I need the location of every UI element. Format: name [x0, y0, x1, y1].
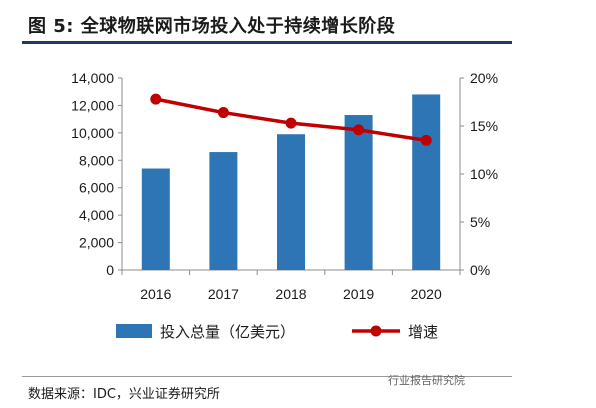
source-note: 数据来源：IDC，兴业证券研究所	[28, 387, 220, 402]
x-tick-label: 2017	[208, 286, 239, 302]
growth-line	[150, 93, 432, 146]
x-tick-label: 2016	[140, 286, 171, 302]
growth-point	[150, 93, 162, 105]
y-tick-label: 0	[106, 262, 114, 278]
growth-point	[285, 117, 297, 129]
legend-swatch-bar	[116, 324, 152, 338]
y-tick-label: 14,000	[71, 70, 114, 86]
y-tick-label: 2,000	[79, 235, 114, 251]
x-tick-label: 2020	[411, 286, 442, 302]
bar	[209, 152, 238, 270]
bar	[412, 94, 441, 270]
y2-tick-label: 15%	[470, 118, 498, 134]
y-tick-label: 8,000	[79, 152, 114, 168]
growth-point	[353, 124, 365, 136]
legend-label-bar: 投入总量（亿美元）	[160, 323, 295, 341]
axes: 0 2,000 4,000 6,000 8,000 10,000 12,000 14,000 0…	[71, 70, 498, 302]
source-divider	[22, 376, 512, 377]
y-tick-label: 4,000	[79, 207, 114, 223]
bars	[141, 94, 441, 271]
chart-title: 图 5: 全球物联网市场投入处于持续增长阶段	[28, 16, 396, 37]
y-tick-label: 6,000	[79, 180, 114, 196]
y-tick-label: 12,000	[71, 97, 114, 113]
watermark: 行业报告研究院	[388, 374, 465, 387]
x-tick-label: 2018	[275, 286, 306, 302]
y2-tick-label: 5%	[470, 214, 490, 230]
legend-swatch-marker	[370, 325, 382, 337]
y-tick-label: 10,000	[71, 125, 114, 141]
x-tick-label: 2019	[343, 286, 374, 302]
growth-point	[420, 134, 432, 146]
bar	[141, 168, 170, 270]
y2-tick-label: 10%	[470, 166, 498, 182]
y2-tick-label: 20%	[470, 70, 498, 86]
legend-label-line: 增速	[408, 323, 438, 341]
title-divider	[22, 41, 512, 44]
y2-tick-label: 0%	[470, 262, 490, 278]
legend: 投入总量（亿美元） 增速	[116, 323, 438, 341]
bar	[344, 115, 373, 271]
bar	[277, 134, 305, 270]
growth-point	[217, 107, 229, 119]
